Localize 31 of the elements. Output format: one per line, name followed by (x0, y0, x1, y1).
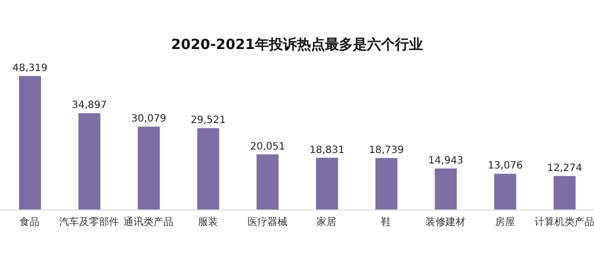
data-label: 18,739 (368, 145, 404, 156)
data-label: 18,831 (310, 144, 344, 156)
data-label: 29,521 (190, 115, 226, 126)
bar (375, 158, 398, 210)
data-label: 20,051 (250, 141, 286, 152)
bar (138, 126, 160, 210)
bar (256, 154, 279, 210)
bar (197, 128, 220, 210)
data-label: 14,943 (428, 156, 464, 167)
x-tick-label: 食品 (20, 216, 40, 228)
x-tick-label: 医疗器械 (247, 216, 288, 228)
bar (78, 113, 100, 210)
x-tick-label: 服装 (198, 216, 218, 228)
data-label: 34,897 (72, 100, 107, 112)
bar (554, 176, 576, 210)
x-tick-label: 装修建材 (426, 216, 466, 228)
x-tick-label: 房屋 (494, 216, 515, 228)
bar (434, 168, 457, 210)
bar (19, 76, 41, 210)
x-tick-label: 家居 (316, 216, 337, 228)
x-tick-label: 鞋 (381, 216, 392, 228)
x-tick-label: 汽车及零部件 (59, 216, 120, 228)
chart-title: 2020-2021年投诉热点最多是六个行业 (170, 36, 424, 54)
data-label: 13,076 (488, 160, 523, 172)
x-tick-label: 计算机类产品 (534, 216, 594, 228)
bar (494, 174, 516, 210)
data-label: 30,079 (131, 114, 166, 125)
x-tick-label: 通讯类产品 (124, 216, 174, 228)
bar (316, 158, 338, 210)
data-label: 48,319 (12, 63, 48, 74)
data-label: 12,274 (547, 162, 582, 174)
